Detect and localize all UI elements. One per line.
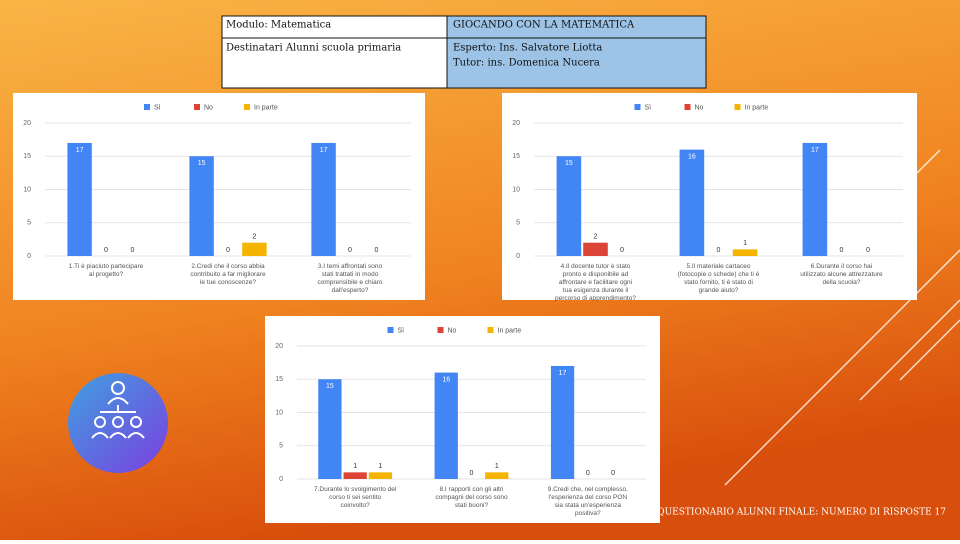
value-label: 0 (226, 247, 230, 254)
y-tick-label: 15 (275, 376, 283, 383)
bar (189, 156, 214, 256)
y-tick-label: 15 (23, 153, 31, 160)
cell (446, 37, 707, 89)
legend-swatch (487, 327, 494, 333)
bar (583, 242, 608, 256)
y-tick-label: 20 (275, 343, 283, 350)
value-label: 17 (320, 147, 328, 154)
x-tick-label: 6.Durante il corso hai utilizzato alcune … (800, 263, 883, 286)
value-label: 15 (326, 383, 334, 390)
legend-label: No (448, 327, 457, 334)
value-label: 2 (594, 234, 598, 241)
legend-swatch (634, 104, 641, 110)
bar (67, 142, 92, 256)
bar (311, 142, 336, 256)
legend-swatch (387, 327, 394, 333)
value-label: 1 (743, 240, 747, 247)
x-tick-label: 2.Credi che il corso abbia contribuito a … (190, 263, 266, 286)
value-label: 0 (130, 247, 134, 254)
y-tick-label: 0 (516, 253, 520, 260)
value-label: 0 (866, 247, 870, 254)
cell-text: Destinatari Alunni scuola primaria (226, 43, 401, 54)
value-label: 16 (688, 153, 696, 160)
legend-label: In parte (498, 327, 522, 334)
y-tick-label: 5 (279, 443, 283, 450)
y-tick-label: 0 (279, 476, 283, 483)
y-tick-label: 10 (275, 409, 283, 416)
legend-label: Sì (645, 104, 652, 111)
bar (679, 149, 705, 256)
value-label: 0 (374, 247, 378, 254)
y-tick-label: 5 (516, 220, 520, 227)
value-label: 0 (470, 470, 474, 477)
value-label: 0 (104, 247, 108, 254)
bar (318, 379, 342, 479)
legend-label: In parte (745, 104, 769, 111)
y-tick-label: 5 (27, 220, 31, 227)
cell-text: Tutor: ins. Domenica Nucera (453, 58, 600, 69)
value-label: 17 (811, 147, 819, 154)
legend-label: No (204, 104, 213, 111)
footer: QUESTIONARIO ALUNNI FINALE: NUMERO DI RI… (657, 508, 946, 518)
x-tick-label: 9.Credi che, nel complesso, l'esperienza … (548, 486, 628, 517)
y-tick-label: 0 (27, 253, 31, 260)
bar (802, 142, 828, 256)
y-tick-label: 10 (512, 186, 520, 193)
legend-swatch (244, 104, 250, 110)
value-label: 0 (586, 470, 590, 477)
value-label: 1 (378, 463, 382, 470)
value-label: 0 (620, 247, 624, 254)
cell-text: GIOCANDO CON LA MATEMATICA (453, 20, 635, 31)
y-tick-label: 15 (512, 153, 520, 160)
value-label: 16 (442, 376, 450, 383)
x-tick-label: 5.Il materiale cartaceo (fotocopie o sche… (678, 263, 760, 294)
legend-label: Sì (398, 327, 405, 334)
legend-swatch (194, 104, 200, 110)
value-label: 0 (840, 247, 844, 254)
bar (368, 472, 393, 479)
legend-label: Sì (154, 104, 161, 111)
cell-text: Esperto: Ins. Salvatore Liotta (453, 43, 602, 54)
bar (732, 249, 758, 256)
value-label: 1 (353, 463, 357, 470)
x-tick-label: 7.Durante lo svolgimento del corso ti sei… (314, 486, 397, 509)
cell (221, 37, 448, 89)
value-label: 2 (252, 234, 256, 241)
bar (434, 372, 458, 479)
y-tick-label: 20 (23, 120, 31, 127)
legend-label: In parte (254, 104, 278, 111)
y-tick-label: 10 (23, 186, 31, 193)
x-tick-label: 4.Il docente tutor è stato pronto e dispo… (555, 263, 636, 302)
bar (485, 472, 509, 479)
bar (550, 365, 575, 479)
value-label: 1 (495, 463, 499, 470)
bar (242, 242, 267, 256)
legend-swatch (734, 104, 741, 110)
value-label: 17 (559, 370, 567, 377)
y-tick-label: 20 (512, 120, 520, 127)
value-label: 17 (76, 147, 84, 154)
bar (343, 472, 367, 479)
bar (556, 156, 582, 256)
legend-swatch (684, 104, 691, 110)
cell-text: Modulo: Matematica (226, 20, 331, 31)
legend-label: No (695, 104, 704, 111)
value-label: 15 (198, 160, 206, 167)
icon (68, 373, 168, 473)
value-label: 0 (717, 247, 721, 254)
x-tick-label: 1.Ti è piaciuto partecipare al progetto? (69, 263, 144, 278)
header-table: Modulo: Matematica GIOCANDO CON LA MATEM… (221, 15, 707, 89)
legend-swatch (437, 327, 444, 333)
x-tick-label: 3.I temi affrontati sono stati trattati i… (317, 263, 382, 294)
value-label: 0 (611, 470, 615, 477)
legend-swatch (144, 104, 150, 110)
value-label: 0 (348, 247, 352, 254)
value-label: 15 (565, 160, 573, 167)
x-tick-label: 8.I rapporti con gli altri compagni del c… (435, 486, 508, 509)
